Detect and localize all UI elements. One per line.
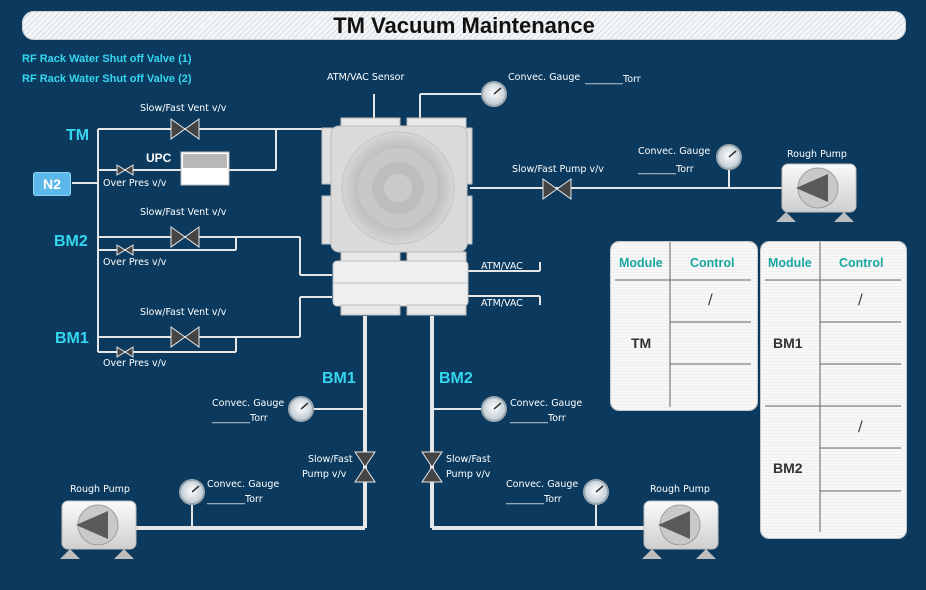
- bm2-pump-valve[interactable]: [421, 451, 443, 483]
- tm-over-pres-label: Over Pres v/v: [103, 178, 167, 189]
- bm1-pump-gauge-torr: ________Torr: [207, 494, 263, 505]
- bm1-vent-valve[interactable]: [170, 326, 200, 348]
- atm-vac-label-2: ATM/VAC: [481, 298, 523, 309]
- bm1-rough-pump-icon: [60, 500, 137, 559]
- bm2-vent-valve[interactable]: [170, 226, 200, 248]
- bm1-over-pres-label: Over Pres v/v: [103, 358, 167, 369]
- tm-rough-pump-icon: [776, 163, 857, 222]
- tm-pump-valve[interactable]: [542, 178, 572, 200]
- bm2-over-pres-valve[interactable]: [116, 244, 134, 256]
- n2-supply[interactable]: N2: [33, 172, 71, 196]
- bm2-over-pres-label: Over Pres v/v: [103, 257, 167, 268]
- bm2-gauge-icon: [481, 396, 507, 422]
- bm-table-control-bm1[interactable]: /: [858, 292, 863, 308]
- tm-rough-pump-label: Rough Pump: [787, 149, 847, 160]
- bm-table-header-module: Module: [768, 256, 812, 270]
- bm2-rough-pump-icon: [642, 500, 719, 559]
- tm-vent-valve-label: Slow/Fast Vent v/v: [140, 103, 227, 114]
- bm-table-header-control: Control: [839, 256, 884, 270]
- atm-vac-sensor-label: ATM/VAC Sensor: [327, 72, 405, 83]
- upc-controller[interactable]: [180, 151, 230, 186]
- atm-vac-label-1: ATM/VAC: [481, 261, 523, 272]
- tm-vent-valve[interactable]: [170, 118, 200, 140]
- tm-table-header-module: Module: [619, 256, 663, 270]
- transfer-module-chamber: [321, 117, 473, 316]
- bm1-over-pres-valve[interactable]: [116, 346, 134, 358]
- bm-pump-lines: [134, 316, 645, 530]
- bm-table-control-bm2[interactable]: /: [858, 419, 863, 435]
- tm-table-module: TM: [631, 335, 652, 351]
- rf-rack-valve-2-link[interactable]: RF Rack Water Shut off Valve (2): [22, 73, 192, 85]
- bm2-pump-valve-label-1: Slow/Fast: [446, 454, 491, 465]
- tm-sensor-torr: ________Torr: [585, 74, 641, 85]
- tm-table-control[interactable]: /: [708, 292, 713, 308]
- tm-control-panel: Module Control TM /: [611, 242, 757, 410]
- bm2-pump-valve-label-2: Pump v/v: [446, 469, 491, 480]
- bm2-pump-gauge-torr: ________Torr: [506, 494, 562, 505]
- page-title: TM Vacuum Maintenance: [333, 13, 595, 38]
- bm1-vent-valve-label: Slow/Fast Vent v/v: [140, 307, 227, 318]
- tm-label: TM: [66, 127, 90, 144]
- bm1-gauge-torr: ________Torr: [212, 413, 268, 424]
- title-bar: TM Vacuum Maintenance: [22, 11, 906, 40]
- bm1-rough-pump-label: Rough Pump: [70, 484, 130, 495]
- bm2-vent-valve-label: Slow/Fast Vent v/v: [140, 207, 227, 218]
- bm1-pump-valve-label-2: Pump v/v: [302, 469, 347, 480]
- bm1-label: BM1: [55, 330, 89, 347]
- upc-label: UPC: [146, 151, 172, 165]
- tm-over-pres-valve[interactable]: [116, 164, 134, 176]
- bm2-pump-gauge-label: Convec. Gauge: [506, 479, 579, 490]
- bm1-line-label: BM1: [322, 370, 356, 387]
- bm2-rough-pump-label: Rough Pump: [650, 484, 710, 495]
- bm2-label: BM2: [54, 233, 88, 250]
- bm1-pump-valve[interactable]: [354, 451, 376, 483]
- bm1-pump-valve-label-1: Slow/Fast: [308, 454, 353, 465]
- tm-pump-torr: ________Torr: [638, 164, 694, 175]
- bm2-pump-gauge-icon: [583, 479, 609, 505]
- tm-sensor-gauge-label: Convec. Gauge: [508, 72, 581, 83]
- tm-pump-gauge-icon: [716, 144, 742, 170]
- tm-table-header-control: Control: [690, 256, 735, 270]
- bm1-gauge-icon: [288, 396, 314, 422]
- bm-table-module-bm2: BM2: [773, 460, 803, 476]
- bm2-gauge-torr: ________Torr: [510, 413, 566, 424]
- tm-pump-valve-label: Slow/Fast Pump v/v: [512, 164, 604, 175]
- bm1-pump-gauge-label: Convec. Gauge: [207, 479, 280, 490]
- bm-control-panel: Module Control BM1 / BM2 /: [761, 242, 906, 538]
- bm1-gauge-label: Convec. Gauge: [212, 398, 285, 409]
- rf-rack-valve-1-link[interactable]: RF Rack Water Shut off Valve (1): [22, 53, 192, 65]
- bm2-line-label: BM2: [439, 370, 473, 387]
- tm-pump-gauge-label: Convec. Gauge: [638, 146, 711, 157]
- tm-sensor-gauge-icon: [481, 81, 507, 107]
- bm-table-module-bm1: BM1: [773, 335, 803, 351]
- bm1-pump-gauge-icon: [179, 479, 205, 505]
- bm2-gauge-label: Convec. Gauge: [510, 398, 583, 409]
